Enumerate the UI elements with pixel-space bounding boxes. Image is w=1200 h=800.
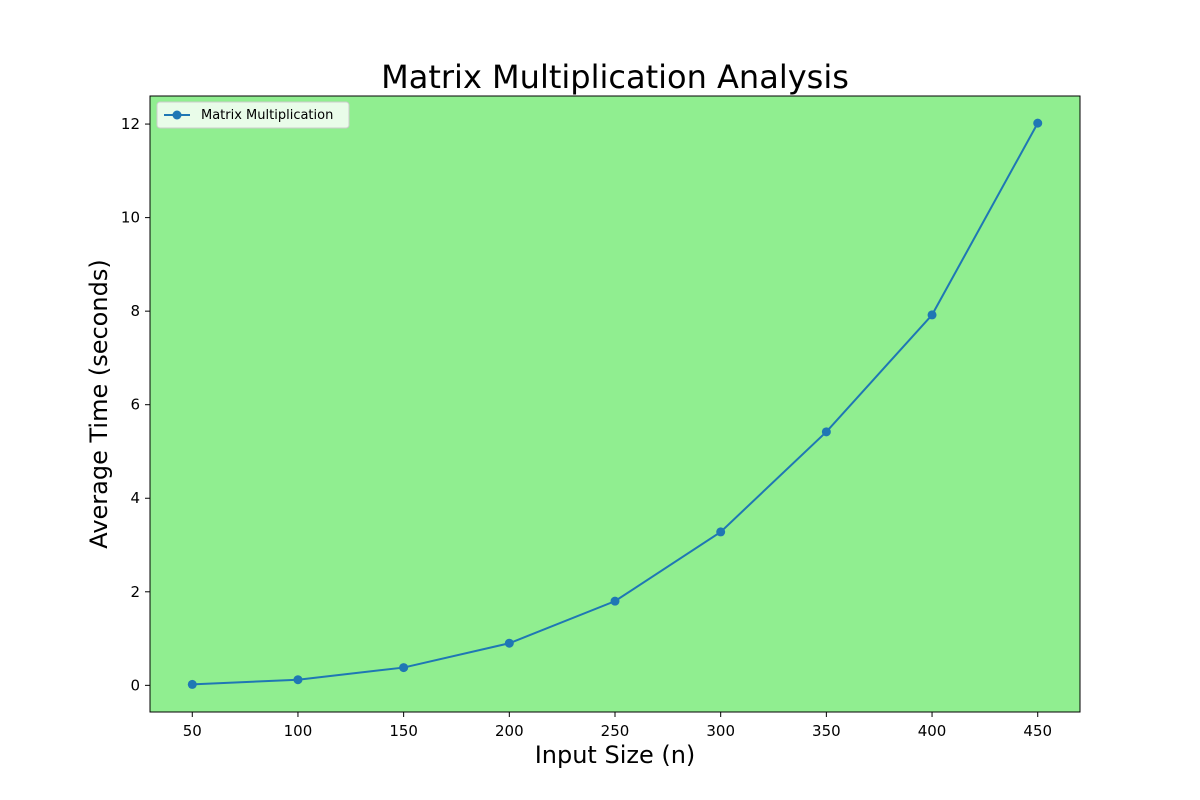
x-tick-label: 100 [284, 722, 313, 740]
x-tick-label: 250 [601, 722, 630, 740]
data-point [716, 527, 726, 537]
legend-marker [172, 110, 182, 120]
x-axis-label: Input Size (n) [535, 741, 696, 769]
y-tick-label: 12 [121, 115, 140, 133]
y-axis: 0 2 4 6 8 10 12 [121, 115, 150, 694]
legend-box [156, 101, 350, 129]
data-point [504, 638, 514, 648]
plot-area [150, 96, 1080, 712]
y-axis-label: Average Time (seconds) [85, 259, 113, 548]
x-tick-label: 200 [495, 722, 524, 740]
x-tick-label: 150 [389, 722, 418, 740]
data-point [1033, 118, 1043, 128]
y-tick-label: 8 [130, 302, 140, 320]
x-tick-label: 50 [183, 722, 202, 740]
y-tick-label: 4 [130, 489, 140, 507]
data-point [927, 310, 937, 320]
y-tick-label: 6 [130, 396, 140, 414]
data-point [399, 663, 409, 673]
x-axis: 50 100 150 200 250 300 350 400 450 [183, 712, 1052, 740]
data-point [821, 427, 831, 437]
chart-title: Matrix Multiplication Analysis [381, 58, 849, 96]
legend: Matrix Multiplication [156, 101, 350, 129]
y-tick-label: 0 [130, 676, 140, 694]
data-point [293, 675, 303, 685]
x-tick-label: 350 [812, 722, 841, 740]
x-tick-label: 400 [918, 722, 947, 740]
y-tick-label: 2 [130, 583, 140, 601]
y-tick-label: 10 [121, 209, 140, 227]
data-point [187, 679, 197, 689]
series-layer [187, 118, 1043, 689]
data-point [610, 596, 620, 606]
x-tick-label: 450 [1023, 722, 1052, 740]
x-tick-label: 300 [706, 722, 735, 740]
legend-label: Matrix Multiplication [201, 108, 333, 123]
